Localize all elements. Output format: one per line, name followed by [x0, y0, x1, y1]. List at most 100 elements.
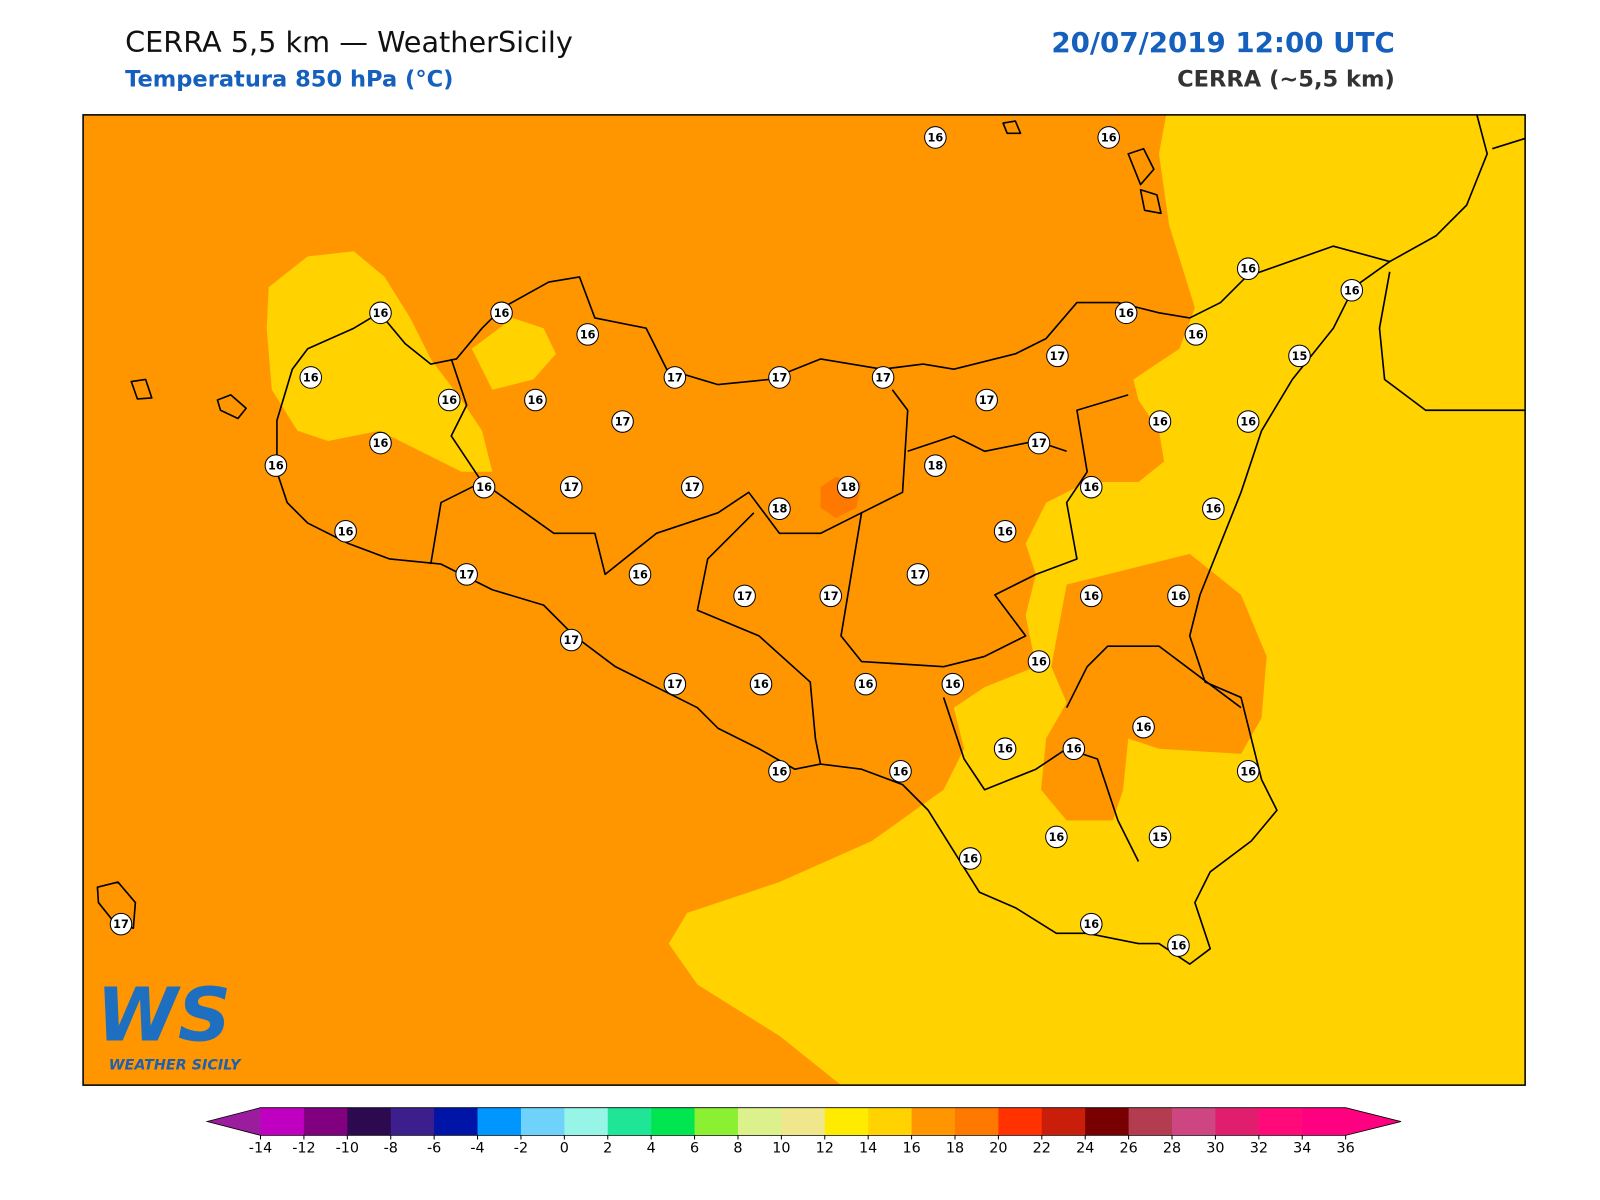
station-value: 16 [1344, 284, 1360, 297]
colorbar-tick-label: 14 [859, 1141, 877, 1157]
station-marker [906, 563, 930, 586]
station-marker [975, 388, 998, 412]
station-value: 16 [441, 394, 457, 407]
colorbar-tick-label: -2 [514, 1141, 528, 1157]
colorbar-tick-label: -10 [336, 1141, 359, 1157]
station-value: 16 [1031, 656, 1047, 669]
station-value: 16 [1083, 481, 1099, 494]
station-value: 17 [667, 371, 683, 384]
colorbar-under [207, 1107, 261, 1136]
field-region [471, 317, 556, 390]
station-marker [1340, 278, 1364, 302]
station-marker [524, 388, 547, 412]
station-marker [576, 323, 599, 346]
station-value: 15 [1152, 831, 1168, 844]
station-value: 16 [1152, 416, 1168, 429]
station-marker [109, 912, 133, 936]
colorbar-tick-label: 2 [603, 1141, 612, 1157]
station-marker [369, 301, 392, 325]
station-marker [1080, 584, 1103, 608]
station-value: 16 [1188, 328, 1204, 341]
station-value: 16 [772, 765, 788, 778]
colorbar-over [1345, 1107, 1402, 1136]
station-marker [768, 760, 791, 783]
colorbar-tick-label: 34 [1293, 1141, 1311, 1157]
station-value: 16 [632, 568, 648, 581]
station-marker [560, 628, 583, 652]
station-marker [854, 672, 877, 696]
station-value: 18 [772, 503, 788, 516]
station-marker [1114, 301, 1138, 325]
logo: WS WEATHER SICILY [96, 973, 242, 1074]
station-marker [681, 475, 704, 499]
colorbar-band [824, 1107, 869, 1136]
colorbar-tick-label: 20 [989, 1141, 1007, 1157]
colorbar-band [347, 1107, 392, 1136]
colorbar-tick-label: 10 [772, 1141, 790, 1157]
station-marker [889, 760, 912, 783]
colorbar-tick-label: 0 [560, 1141, 569, 1157]
title: CERRA 5,5 km — WeatherSicily [125, 25, 573, 59]
station-value: 17 [459, 568, 475, 581]
station-value: 17 [113, 918, 129, 931]
station-marker [819, 584, 843, 608]
station-marker [924, 126, 947, 149]
station-marker [924, 454, 947, 477]
model: CERRA (~5,5 km) [1177, 67, 1395, 93]
station-marker [1080, 475, 1103, 499]
station-value: 16 [997, 743, 1013, 756]
station-marker [993, 737, 1017, 760]
station-marker [663, 366, 687, 389]
colorbar-band [911, 1107, 956, 1136]
station-marker [264, 454, 288, 477]
station-value: 17 [684, 481, 700, 494]
island [216, 394, 247, 420]
station-value: 16 [373, 437, 389, 450]
colorbar-tick-label: 18 [946, 1141, 964, 1157]
station-value: 16 [1049, 831, 1065, 844]
colorbar-band [260, 1107, 305, 1136]
station-value: 16 [373, 307, 389, 320]
station-value: 16 [528, 394, 544, 407]
colorbar-band [1302, 1107, 1347, 1136]
station-value: 16 [268, 460, 284, 473]
station-value: 16 [476, 481, 492, 494]
colorbar-band [651, 1107, 696, 1136]
station-value: 17 [910, 568, 926, 581]
province-border [1065, 645, 1242, 709]
colorbar-band [477, 1107, 522, 1136]
colorbar-band [781, 1107, 826, 1136]
subtitle: Temperatura 850 hPa (°C) [125, 67, 453, 93]
island [1127, 147, 1162, 215]
station-marker [663, 672, 687, 696]
station-marker [1167, 934, 1190, 957]
station-marker [299, 366, 323, 389]
province-border [481, 389, 909, 576]
station-value: 16 [303, 371, 319, 384]
station-value: 15 [1292, 350, 1308, 363]
station-value: 16 [1101, 131, 1117, 144]
station-value: 16 [1171, 590, 1187, 603]
station-marker [733, 584, 756, 608]
station-value: 16 [997, 525, 1013, 538]
colorbar-tick-label: 22 [1033, 1141, 1051, 1157]
station-marker [768, 497, 791, 520]
station-marker [437, 388, 461, 412]
station-value: 16 [945, 678, 961, 691]
coastlines [96, 114, 1526, 965]
coastline [1378, 271, 1526, 412]
colorbar-tick-label: -4 [470, 1141, 484, 1157]
station-value: 17 [979, 394, 995, 407]
colorbar-tick-label: 12 [816, 1141, 834, 1157]
colorbar-tick-label: -6 [427, 1141, 441, 1157]
station-value: 18 [840, 481, 856, 494]
colorbar-tick-label: 8 [733, 1141, 742, 1157]
station-marker [1288, 344, 1311, 368]
colorbar-band [564, 1107, 609, 1136]
station-value: 16 [1240, 263, 1256, 276]
island [96, 881, 137, 930]
colorbar-tick-label: 4 [647, 1141, 656, 1157]
coastline [276, 245, 1391, 965]
station-marker [871, 366, 895, 389]
station-value: 16 [1205, 503, 1221, 516]
